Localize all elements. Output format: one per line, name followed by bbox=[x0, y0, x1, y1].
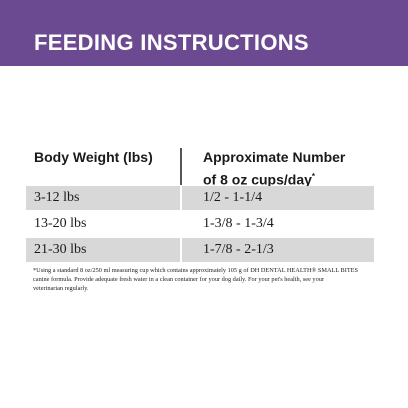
column-header-line: Approximate Number bbox=[203, 149, 346, 165]
cell: 1-3/8 - 1-3/4 bbox=[203, 216, 274, 231]
footnote: veterinarian regularly. bbox=[33, 285, 89, 292]
text: of 8 oz cups/day bbox=[203, 171, 312, 188]
cell: 21-30 lbs bbox=[34, 242, 87, 257]
title: FEEDING INSTRUCTIONS bbox=[34, 30, 309, 55]
divider bbox=[180, 148, 182, 185]
column-header-line: of 8 oz cups/day* bbox=[203, 167, 345, 190]
footnote: *Using a standard 8 oz/250 ml measuring … bbox=[33, 267, 359, 274]
column-header: Approximate Number of 8 oz cups/day* bbox=[203, 147, 345, 190]
divider bbox=[180, 186, 182, 262]
cell: 1/2 - 1-1/4 bbox=[203, 190, 263, 205]
table-row bbox=[26, 238, 374, 262]
table-row bbox=[26, 186, 374, 210]
footnote: canine formula. Provide adequate fresh w… bbox=[33, 276, 324, 283]
cell: 3-12 lbs bbox=[34, 190, 80, 205]
footnote-mark: * bbox=[311, 172, 316, 181]
cell: 13-20 lbs bbox=[34, 216, 87, 231]
cell: 1-7/8 - 2-1/3 bbox=[203, 242, 274, 257]
column-header: Body Weight (lbs) bbox=[34, 149, 153, 165]
header-band bbox=[0, 0, 408, 66]
